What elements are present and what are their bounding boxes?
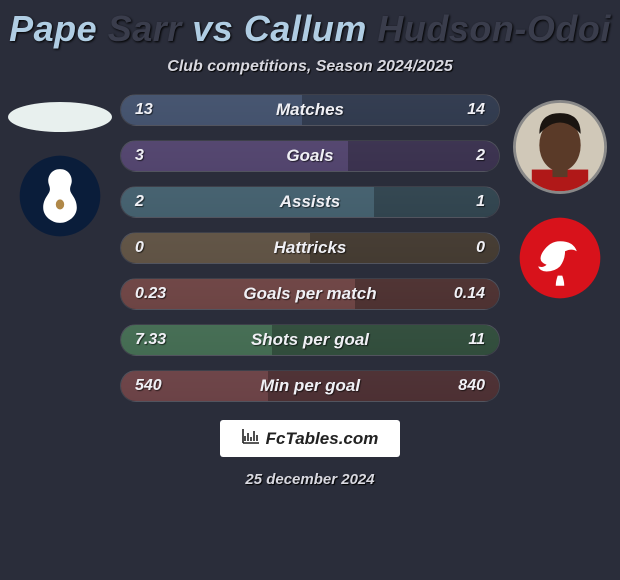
subtitle: Club competitions, Season 2024/2025 [167, 58, 452, 76]
stat-row: 2Assists1 [120, 186, 500, 218]
stat-row: 13Matches14 [120, 94, 500, 126]
stat-label: Goals [193, 146, 427, 166]
stat-label: Min per goal [193, 376, 427, 396]
stat-label: Shots per goal [193, 330, 427, 350]
stat-value-right: 1 [427, 193, 485, 211]
p1-first: Pape [9, 8, 97, 49]
stat-value-left: 7.33 [135, 331, 193, 349]
footer-date: 25 december 2024 [245, 471, 374, 488]
stat-row: 0Hattricks0 [120, 232, 500, 264]
stat-label: Assists [193, 192, 427, 212]
comparison-main: 13Matches143Goals22Assists10Hattricks00.… [0, 94, 620, 402]
page-title: Pape Sarr vs Callum Hudson-Odoi [9, 8, 611, 50]
player2-avatar [513, 100, 607, 194]
stat-row: 0.23Goals per match0.14 [120, 278, 500, 310]
stat-rows: 13Matches143Goals22Assists10Hattricks00.… [120, 94, 500, 402]
stat-label: Goals per match [193, 284, 427, 304]
stat-value-left: 0.23 [135, 285, 193, 303]
player1-side [0, 94, 120, 402]
stat-value-right: 2 [427, 147, 485, 165]
stat-value-right: 0.14 [427, 285, 485, 303]
player1-club-logo [18, 154, 102, 238]
p2-first: Callum [244, 8, 367, 49]
stat-value-right: 840 [427, 377, 485, 395]
player2-club-logo [518, 216, 602, 300]
stat-value-right: 0 [427, 239, 485, 257]
stat-row: 7.33Shots per goal11 [120, 324, 500, 356]
stat-label: Matches [193, 100, 427, 120]
stat-value-right: 14 [427, 101, 485, 119]
stat-value-left: 13 [135, 101, 193, 119]
stat-value-left: 0 [135, 239, 193, 257]
stat-row: 3Goals2 [120, 140, 500, 172]
footer-brand-text: FcTables.com [266, 429, 379, 449]
stat-value-left: 3 [135, 147, 193, 165]
vs-text: vs [192, 8, 233, 49]
player1-avatar [8, 102, 112, 132]
p2-last: Hudson-Odoi [377, 8, 610, 49]
player2-side [500, 94, 620, 402]
stat-value-right: 11 [427, 331, 485, 349]
stat-label: Hattricks [193, 238, 427, 258]
footer-brand-badge: FcTables.com [220, 420, 401, 457]
stat-value-left: 540 [135, 377, 193, 395]
stat-row: 540Min per goal840 [120, 370, 500, 402]
stat-value-left: 2 [135, 193, 193, 211]
p1-last: Sarr [108, 8, 182, 49]
chart-icon [242, 428, 260, 449]
